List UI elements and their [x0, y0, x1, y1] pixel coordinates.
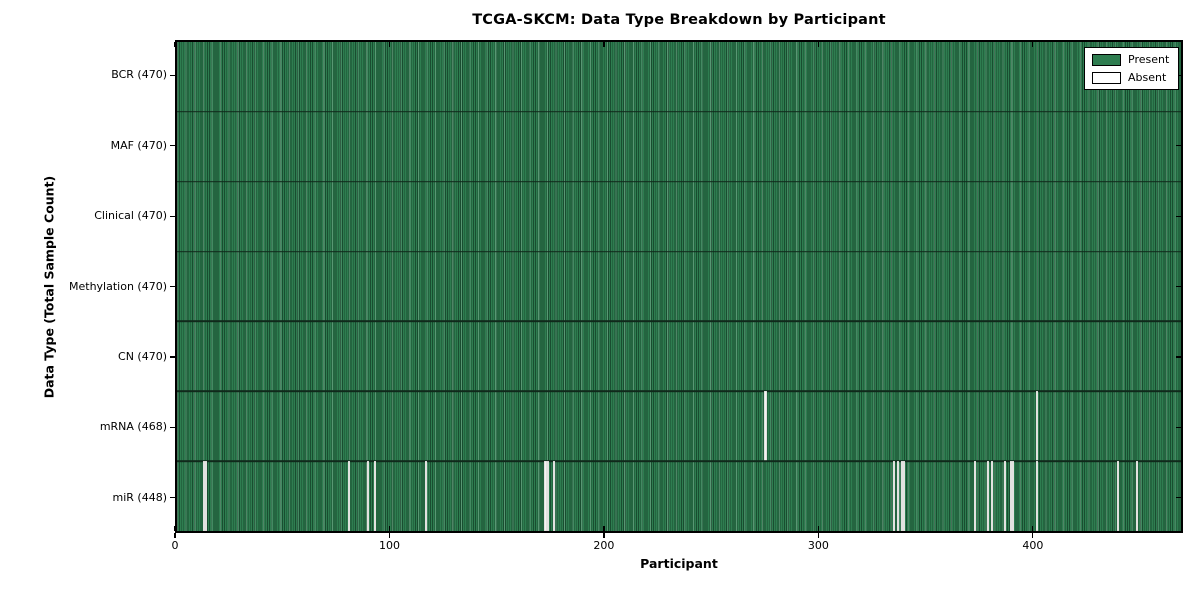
x-tick-mark: [1032, 533, 1034, 538]
y-tick-mark: [170, 286, 175, 288]
x-tick-mark: [388, 526, 391, 531]
x-tick-mark: [1032, 42, 1034, 47]
x-tick-label: 200: [593, 539, 615, 552]
row-separator: [177, 111, 1181, 113]
x-tick-mark: [174, 42, 176, 47]
y-tick-label: miR (448): [112, 490, 168, 504]
legend-entry-absent: Absent: [1092, 71, 1169, 84]
plot-area: [175, 40, 1183, 533]
absent-stripe: [764, 391, 767, 462]
y-tick-mark: [170, 145, 175, 147]
legend: Present Absent: [1084, 47, 1180, 90]
y-tick-label: mRNA (468): [99, 420, 167, 434]
absent-stripe: [1035, 391, 1038, 462]
y-tick-mark: [170, 497, 175, 499]
absent-stripe: [1136, 461, 1139, 531]
x-tick-mark: [388, 533, 391, 538]
y-tick-mark: [170, 356, 175, 358]
absent-stripe: [1035, 461, 1038, 531]
absent-stripe: [973, 461, 976, 531]
legend-present-label: Present: [1128, 53, 1170, 66]
absent-stripe: [347, 461, 351, 531]
absent-stripe: [901, 461, 904, 531]
x-tick-label: 400: [1022, 539, 1044, 552]
absent-stripe: [546, 461, 549, 531]
absent-stripe: [1012, 461, 1015, 531]
absent-stripe: [1010, 461, 1013, 531]
absent-stripe: [204, 461, 207, 531]
absent-stripe: [896, 461, 899, 531]
present-swatch-icon: [1092, 53, 1121, 66]
y-tick-mark: [170, 426, 175, 429]
row-separator: [177, 390, 1181, 393]
absent-swatch-icon: [1092, 71, 1121, 84]
y-tick-mark: [1176, 286, 1181, 288]
chart-title: TCGA-SKCM: Data Type Breakdown by Partic…: [472, 12, 886, 28]
legend-absent-label: Absent: [1128, 71, 1167, 84]
y-tick-label: CN (470): [118, 349, 167, 363]
absent-stripe: [424, 461, 427, 531]
x-tick-mark: [174, 533, 176, 538]
absent-stripe: [990, 461, 993, 531]
row-separator: [177, 180, 1181, 183]
absent-stripe: [552, 461, 556, 531]
absent-stripe: [1116, 461, 1120, 531]
row-separator: [177, 460, 1181, 462]
y-tick-mark: [1176, 356, 1181, 358]
x-tick-mark: [603, 42, 605, 47]
y-tick-mark: [170, 74, 175, 76]
x-axis-label: Participant: [640, 556, 718, 571]
absent-stripe: [903, 461, 906, 531]
x-tick-mark: [603, 526, 605, 531]
absent-stripe: [367, 461, 370, 531]
y-tick-mark: [1176, 215, 1181, 217]
y-tick-label: Methylation (470): [69, 279, 167, 293]
row-separator: [177, 320, 1181, 323]
legend-entry-present: Present: [1092, 53, 1169, 66]
y-tick-mark: [170, 215, 175, 217]
x-tick-mark: [817, 526, 819, 531]
x-tick-mark: [1032, 526, 1034, 531]
y-tick-label: Clinical (470): [94, 209, 167, 223]
y-tick-mark: [1176, 497, 1181, 499]
x-tick-mark: [603, 533, 605, 538]
x-tick-mark: [817, 42, 819, 47]
row-separator: [177, 250, 1181, 253]
x-tick-mark: [174, 526, 176, 531]
y-tick-label: BCR (470): [111, 68, 167, 82]
absent-stripe: [544, 461, 547, 531]
absent-stripe: [892, 461, 895, 531]
y-tick-mark: [1176, 145, 1181, 147]
x-tick-label: 300: [807, 539, 829, 552]
x-tick-mark: [817, 533, 819, 538]
absent-stripe: [202, 461, 205, 531]
absent-stripe: [373, 461, 376, 531]
x-tick-label: 0: [171, 539, 179, 552]
absent-stripe: [986, 461, 989, 531]
y-tick-mark: [1176, 426, 1181, 429]
y-tick-label: MAF (470): [110, 138, 167, 152]
x-tick-mark: [388, 42, 391, 47]
x-tick-label: 100: [378, 539, 400, 552]
absent-stripe: [1003, 461, 1006, 531]
